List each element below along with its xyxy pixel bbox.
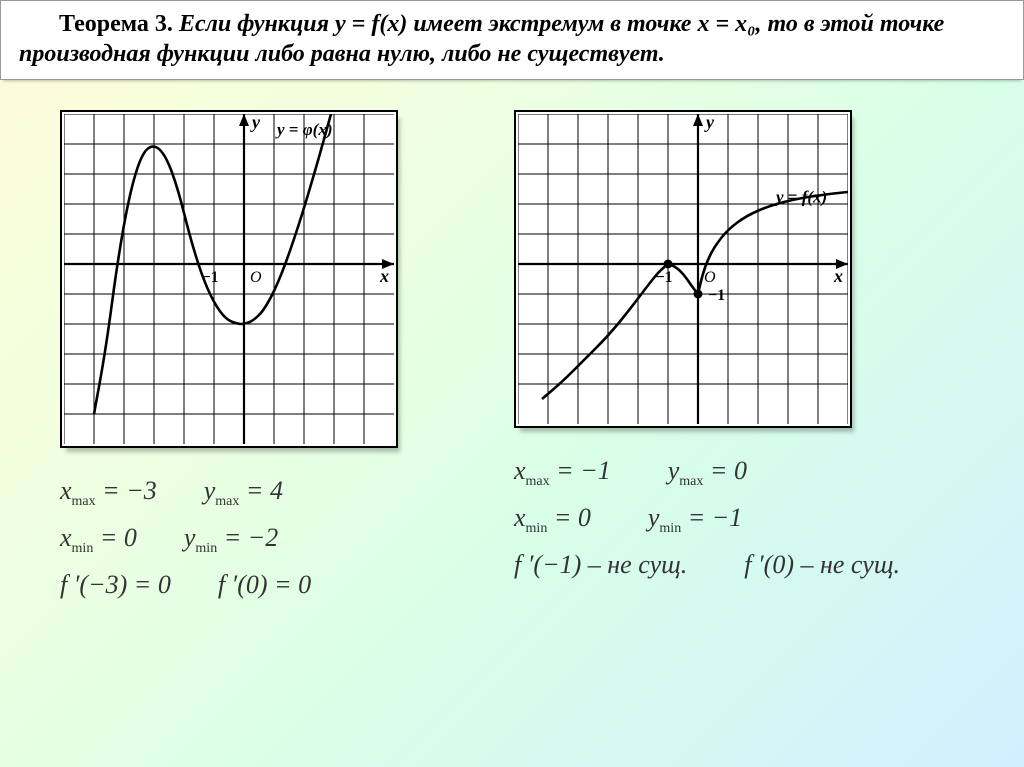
right-eq-row3: f ′(−1) – не сущ. f ′(0) – не сущ. — [514, 542, 900, 589]
r-ymax-sym: y — [668, 456, 680, 485]
r-ymax-sub: max — [679, 474, 703, 489]
svg-text:y: y — [704, 114, 715, 132]
l-deriv-b: f ′(0) = 0 — [218, 570, 311, 599]
right-graph-frame: yxO−1−1y = f(x) — [514, 110, 852, 428]
left-eq-row2: xmin = 0 ymin = −2 — [60, 515, 311, 562]
r-xmax-sym: x — [514, 456, 526, 485]
r-ymin-sym: y — [648, 503, 660, 532]
r-xmin-sub: min — [526, 521, 548, 536]
l-ymin-sub: min — [195, 541, 217, 556]
right-column: yxO−1−1y = f(x) xmax = −1 ymax = 0 xmin … — [514, 110, 984, 608]
r-ymax-val: = 0 — [703, 456, 747, 485]
r-ymin-sub: min — [659, 521, 681, 536]
l-xmax-val: = −3 — [96, 476, 157, 505]
r-xmin-sym: x — [514, 503, 526, 532]
left-eq-row1: xmax = −3 ymax = 4 — [60, 468, 311, 515]
svg-text:y = φ(x): y = φ(x) — [275, 120, 333, 139]
l-ymin-val: = −2 — [217, 523, 278, 552]
l-ymax-sym: y — [204, 476, 216, 505]
r-xmax-val: = −1 — [550, 456, 611, 485]
left-column: yxO−1y = φ(x) xmax = −3 ymax = 4 xmin = … — [60, 110, 500, 608]
left-graph-frame: yxO−1y = φ(x) — [60, 110, 398, 448]
svg-text:O: O — [704, 269, 716, 286]
r-xmin-val: = 0 — [547, 503, 591, 532]
r-deriv-b: f ′(0) – не сущ. — [744, 550, 900, 579]
l-xmin-sym: x — [60, 523, 72, 552]
r-deriv-a: f ′(−1) – не сущ. — [514, 550, 687, 579]
r-ymin-val: = −1 — [681, 503, 742, 532]
theorem-text: Теорема 3. Если функция y = f(x) имеет э… — [19, 9, 1005, 69]
left-eq-row3: f ′(−3) = 0 f ′(0) = 0 — [60, 562, 311, 609]
svg-text:−1: −1 — [708, 287, 725, 304]
theorem-lead: Теорема 3. — [59, 11, 173, 37]
right-equations: xmax = −1 ymax = 0 xmin = 0 ymin = −1 f … — [514, 448, 900, 588]
theorem-box: Теорема 3. Если функция y = f(x) имеет э… — [0, 0, 1024, 80]
svg-text:O: O — [250, 269, 262, 286]
content-row: yxO−1y = φ(x) xmax = −3 ymax = 4 xmin = … — [0, 80, 1024, 608]
l-xmin-val: = 0 — [93, 523, 137, 552]
l-xmin-sub: min — [72, 541, 94, 556]
svg-text:x: x — [833, 266, 843, 286]
right-eq-row1: xmax = −1 ymax = 0 — [514, 448, 900, 495]
l-ymax-val: = 4 — [239, 476, 283, 505]
left-graph: yxO−1y = φ(x) — [64, 114, 394, 444]
l-ymax-sub: max — [215, 494, 239, 509]
l-xmax-sym: x — [60, 476, 72, 505]
right-eq-row2: xmin = 0 ymin = −1 — [514, 495, 900, 542]
l-deriv-a: f ′(−3) = 0 — [60, 570, 171, 599]
svg-text:x: x — [379, 266, 389, 286]
left-equations: xmax = −3 ymax = 4 xmin = 0 ymin = −2 f … — [60, 468, 311, 608]
l-xmax-sub: max — [72, 494, 96, 509]
right-graph: yxO−1−1y = f(x) — [518, 114, 848, 424]
r-xmax-sub: max — [526, 474, 550, 489]
svg-text:y: y — [250, 114, 261, 132]
svg-text:y = f(x): y = f(x) — [774, 188, 827, 207]
l-ymin-sym: y — [184, 523, 196, 552]
